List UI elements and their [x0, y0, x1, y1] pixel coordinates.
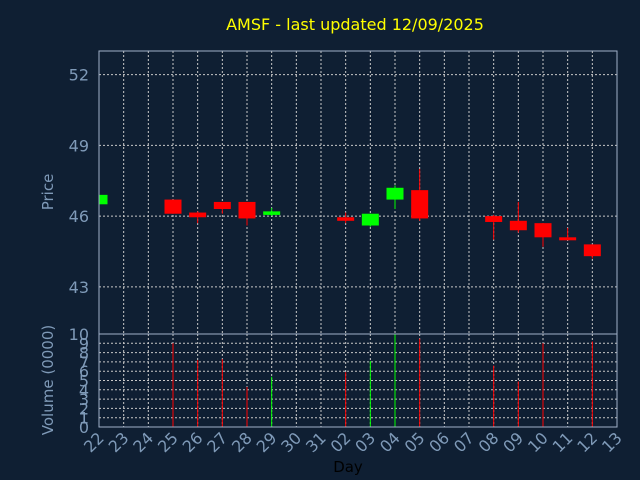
- volume-y-tick-label: 6: [79, 362, 89, 381]
- x-tick-label: 12: [573, 428, 601, 456]
- x-tick-label: 10: [524, 428, 552, 456]
- x-axis-label: Day: [333, 458, 363, 476]
- price-y-tick-label: 46: [69, 207, 89, 226]
- x-tick-label: 04: [376, 428, 404, 456]
- x-tick-label: 13: [598, 428, 626, 456]
- candle-body: [583, 244, 601, 257]
- x-tick-label: 24: [129, 428, 157, 456]
- price-panel-frame: [98, 50, 618, 335]
- x-tick-label: 27: [203, 428, 231, 456]
- candle-body: [337, 217, 355, 221]
- x-tick-label: 26: [179, 428, 207, 456]
- candle-body: [559, 237, 577, 241]
- candle-body: [189, 212, 207, 218]
- x-tick-label: 06: [425, 428, 453, 456]
- candle-body: [386, 187, 404, 200]
- volume-panel-frame: [98, 333, 618, 428]
- volume-series: [172, 334, 593, 427]
- volume-y-tick-label: 3: [79, 390, 89, 409]
- volume-y-tick-label: 7: [79, 353, 89, 372]
- price-y-tick-label: 49: [69, 136, 89, 155]
- volume-y-tick-label: 10: [69, 325, 89, 344]
- x-tick-label: 02: [327, 428, 355, 456]
- x-tick-label: 31: [302, 428, 330, 456]
- candle-body: [485, 216, 503, 222]
- volume-y-tick-label: 0: [79, 418, 89, 437]
- price-y-ticks: 43 46 49 52: [69, 66, 89, 297]
- x-tick-label: 07: [450, 428, 478, 456]
- volume-y-tick-label: 2: [79, 399, 89, 418]
- candle-body: [263, 211, 281, 215]
- candle-body: [361, 213, 379, 226]
- candle-body: [509, 220, 527, 231]
- price-grid: [99, 51, 617, 334]
- x-tick-label: 25: [154, 428, 182, 456]
- volume-axis-label: Volume (0000): [39, 325, 57, 435]
- candle-body: [534, 223, 552, 238]
- volume-y-tick-label: 8: [79, 344, 89, 363]
- volume-y-tick-label: 9: [79, 334, 89, 353]
- candle-body: [99, 194, 108, 205]
- price-y-tick-label: 43: [69, 278, 89, 297]
- x-tick-label: 28: [228, 428, 256, 456]
- x-tick-label: 03: [351, 428, 379, 456]
- x-ticks: 2223242526272829303102030405060708091011…: [80, 428, 626, 456]
- candle-body: [164, 199, 182, 214]
- candle-body: [238, 201, 256, 219]
- x-tick-label: 30: [277, 428, 305, 456]
- x-tick-label: 05: [401, 428, 429, 456]
- x-tick-label: 29: [253, 428, 281, 456]
- candle-body: [411, 190, 429, 219]
- volume-y-tick-label: 4: [79, 381, 89, 400]
- volume-y-tick-label: 1: [79, 409, 89, 428]
- candlestick-series: [98, 168, 601, 259]
- volume-y-tick-label: 5: [79, 372, 89, 391]
- x-tick-label: 08: [475, 428, 503, 456]
- x-tick-label: 11: [549, 428, 577, 456]
- x-tick-label: 23: [105, 428, 133, 456]
- price-y-tick-label: 52: [69, 66, 89, 85]
- price-axis-label: Price: [39, 174, 57, 211]
- volume-grid: [99, 334, 617, 427]
- candle-body: [213, 201, 231, 210]
- x-tick-label: 09: [499, 428, 527, 456]
- chart-title: AMSF - last updated 12/09/2025: [226, 15, 484, 34]
